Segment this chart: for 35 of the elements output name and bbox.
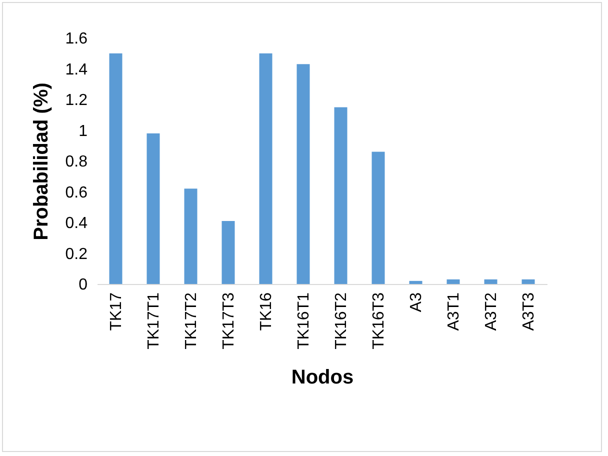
x-tick-label: A3T1 xyxy=(445,292,462,331)
x-tick-label: A3T2 xyxy=(482,292,500,331)
x-tick-label: A3 xyxy=(408,292,425,312)
x-tick-label: TK16 xyxy=(258,292,275,331)
x-tick-label: TK16T2 xyxy=(332,292,350,350)
bar xyxy=(409,280,422,284)
bar xyxy=(334,107,348,284)
bar xyxy=(184,188,198,284)
x-tick-label: TK17T2 xyxy=(182,292,200,350)
y-tick-label: 1.2 xyxy=(65,92,88,109)
x-tick-label: A3T3 xyxy=(520,292,538,331)
bar xyxy=(296,64,310,284)
y-tick-label: 1.6 xyxy=(65,30,88,48)
bar xyxy=(259,53,272,284)
y-tick-label: 0.6 xyxy=(65,184,88,202)
y-tick-label: 1 xyxy=(78,122,88,140)
x-tick-label: TK17 xyxy=(108,292,125,331)
y-tick-label: 0 xyxy=(78,276,88,294)
bar xyxy=(522,279,535,284)
y-axis-title: Probabilidad (%) xyxy=(30,82,52,240)
bar xyxy=(222,220,235,284)
y-tick-label: 1.4 xyxy=(65,61,88,78)
y-tick-label: 0.4 xyxy=(65,215,88,232)
x-tick-label: TK16T1 xyxy=(295,292,312,350)
bar xyxy=(372,152,385,284)
x-axis-title: Nodos xyxy=(291,366,354,388)
x-tick-label: TK16T3 xyxy=(370,292,388,350)
x-tick-label: TK17T3 xyxy=(220,292,238,350)
y-tick-label: 0.2 xyxy=(65,246,88,263)
bar xyxy=(446,279,460,284)
x-tick-label: TK17T1 xyxy=(145,292,162,350)
bar xyxy=(146,133,160,284)
y-tick-label: 0.8 xyxy=(65,154,88,170)
bar xyxy=(109,53,122,284)
bar xyxy=(484,279,498,284)
